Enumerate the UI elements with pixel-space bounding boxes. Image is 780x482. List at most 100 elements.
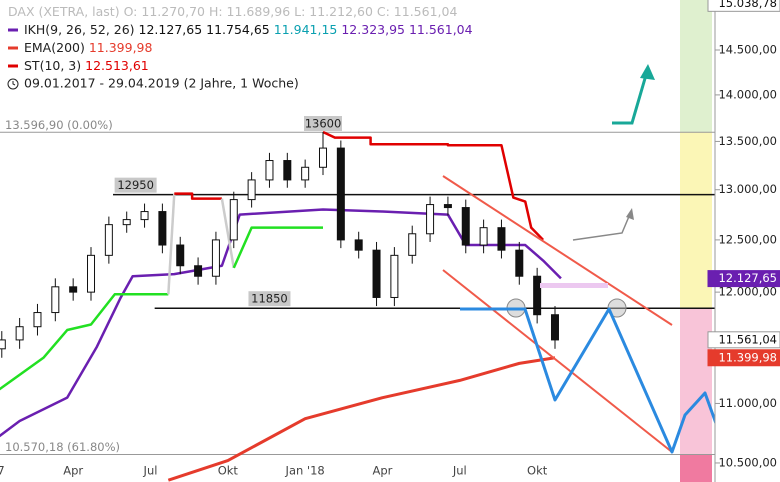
axis-background (715, 0, 780, 482)
line-label: 11850 (251, 292, 288, 306)
y-tick-label: 13.500,00 (718, 134, 777, 148)
candle-body (533, 275, 542, 316)
candle-body (15, 326, 24, 341)
channel-line (442, 269, 673, 453)
header-title: DAX (XETRA, last) (8, 4, 120, 19)
candle-body (336, 147, 345, 241)
y-tick-label: 13.000,00 (718, 182, 777, 196)
price-box-label: 11.399,98 (718, 350, 777, 364)
x-tick-label: Apr (63, 464, 83, 478)
candle-body (461, 207, 470, 246)
candle-body (283, 160, 292, 181)
candle-body (408, 233, 417, 256)
annotation-box (303, 115, 342, 131)
legend-name: IKH(9, 26, 52, 26) (24, 22, 135, 37)
legend-name: ST(10, 3) (24, 58, 81, 73)
candle-body (176, 244, 185, 267)
x-tick-label: Apr (373, 464, 393, 478)
indicator-line (167, 356, 556, 482)
candle-body (122, 219, 131, 226)
level-label: 13.596,90 (0.00%) (5, 118, 113, 132)
candle-body (0, 339, 6, 350)
legend-background (0, 0, 280, 92)
x-tick-label: '17 (0, 464, 5, 478)
legend-reading: 11.754,65 (206, 22, 270, 37)
date-range: 09.01.2017 - 29.04.2019 (2 Jahre, 1 Woch… (24, 76, 299, 91)
marker-band (540, 283, 608, 288)
candle-body (515, 249, 524, 277)
price-box (707, 0, 780, 12)
indicator-line (232, 226, 323, 269)
candle-body (390, 254, 399, 298)
indicator-line (0, 293, 169, 391)
clock-hand (12, 81, 16, 86)
x-tick-label: Jul (452, 464, 467, 478)
legend-reading: 11.399,98 (89, 40, 153, 55)
candle-body (426, 204, 435, 235)
price-box-label: 11.561,04 (718, 332, 777, 346)
candle-body (479, 227, 488, 246)
legend-entry: ST(10, 3) 12.513,61 (24, 58, 149, 73)
candle-body (497, 227, 506, 251)
candle-body (318, 147, 327, 168)
x-tick-label: Jan '18 (285, 464, 325, 478)
x-tick-label: Jul (143, 464, 158, 478)
label-box (114, 177, 157, 193)
y-tick-label: 12.500,00 (718, 232, 777, 246)
candle-body (33, 312, 42, 328)
zone (680, 0, 712, 133)
candle-body (69, 286, 78, 293)
zone (680, 454, 712, 482)
candle-body (158, 211, 167, 246)
legend-entry: EMA(200) 11.399,98 (24, 40, 153, 55)
candle-body (87, 254, 96, 293)
channel-line (442, 175, 673, 326)
legend-reading: 11.561,04 (409, 22, 473, 37)
arrow-head (640, 64, 655, 80)
legend-reading: 12.323,95 (341, 22, 405, 37)
candle-body (247, 179, 256, 201)
legend-reading: 11.941,15 (274, 22, 338, 37)
candle-body (194, 265, 203, 277)
indicator-line (220, 198, 236, 269)
candle-body (140, 211, 149, 221)
price-box (707, 270, 780, 288)
candle-body (211, 239, 220, 277)
indicator-line (167, 193, 176, 295)
indicator-line (0, 208, 562, 438)
price-box (707, 331, 780, 349)
candle-body (229, 199, 238, 241)
candle-body (372, 249, 381, 298)
y-tick-label: 11.000,00 (718, 396, 777, 410)
candle-body (301, 166, 310, 181)
price-box-label: 15.038,78 (718, 0, 777, 10)
x-tick-label: Okt (527, 464, 548, 478)
y-tick-label: 14.000,00 (718, 87, 777, 101)
teal-arrow (612, 74, 648, 125)
legend: DAX (XETRA, last) O: 11.270,70 H: 11.689… (0, 0, 473, 92)
candle-body (354, 239, 363, 251)
clock-icon (7, 78, 19, 90)
y-tick-label: 10.500,00 (718, 455, 777, 469)
y-tick-label: 12.000,00 (718, 285, 777, 299)
indicator-line (174, 192, 222, 200)
annotation-label: 13600 (305, 116, 342, 130)
indicator-line (322, 130, 544, 241)
legend-name: EMA(200) (24, 40, 85, 55)
candle-body (265, 160, 274, 181)
y-tick-label: 14.500,00 (718, 43, 777, 57)
zone (680, 308, 712, 455)
x-tick-label: Okt (218, 464, 239, 478)
price-box-label: 12.127,65 (718, 271, 777, 285)
legend-reading: 12.127,65 (139, 22, 203, 37)
header: DAX (XETRA, last) O: 11.270,70 H: 11.689… (8, 4, 457, 19)
gray-arrow (572, 213, 631, 241)
line-label: 12950 (117, 178, 154, 192)
price-box (707, 349, 780, 367)
level-label: 10.570,18 (61.80%) (5, 440, 120, 454)
zone (680, 132, 712, 309)
label-box (248, 291, 291, 307)
drawings (442, 64, 774, 482)
candle-body (443, 204, 452, 209)
